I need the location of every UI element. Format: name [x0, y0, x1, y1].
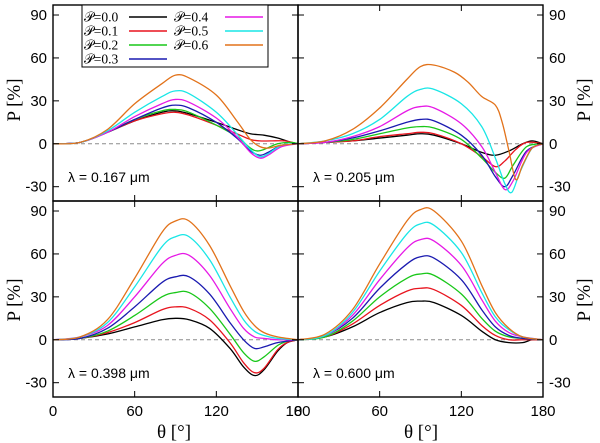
legend-item: 𝒫=0.5 [174, 24, 263, 39]
x-axis-label-left: θ [°] [157, 422, 191, 443]
panel-frame [297, 200, 544, 398]
y-tick-label: -30 [25, 375, 47, 392]
legend-box [81, 4, 269, 68]
y-tick-label: 0 [39, 332, 47, 349]
legend-label: 𝒫=0.3 [84, 52, 118, 67]
x-axis-label-right: θ [°] [404, 422, 438, 443]
y-tick-label: 90 [30, 203, 47, 220]
series-line-𝒫=0.4 [298, 237, 543, 341]
series-line-𝒫=0.2 [298, 272, 543, 341]
series-line-𝒫=0.6 [298, 207, 543, 341]
legend-label: 𝒫=0.5 [174, 24, 208, 39]
y-tick-label: 60 [30, 246, 47, 263]
series-line-𝒫=0.3 [298, 118, 543, 188]
series-line-𝒫=0.2 [53, 290, 298, 363]
y-tick-label: 60 [30, 50, 47, 67]
panel-top-right: -30 0 30 60 90 λ = 0.205 μm [297, 4, 571, 202]
series-group [298, 207, 543, 344]
x-tick-label: 60 [371, 403, 388, 420]
panel-wavelength-label: λ = 0.398 μm [68, 365, 150, 381]
y-tick-label: 90 [549, 7, 566, 24]
series-line-𝒫=0.5 [53, 234, 298, 341]
series-line-𝒫=0.1 [298, 287, 543, 341]
legend-item: 𝒫=0.4 [174, 10, 263, 25]
legend-label: 𝒫=0.6 [174, 38, 208, 53]
y-axis-label-left-bottom: P [%] [4, 278, 25, 321]
legend-item: 𝒫=0.2 [84, 38, 167, 53]
series-line-𝒫=0.0 [53, 317, 298, 377]
x-tick-label: 60 [126, 403, 143, 420]
series-line-𝒫=0.1 [53, 306, 298, 374]
y-tick-label: 90 [30, 7, 47, 24]
series-line-𝒫=0.6 [53, 74, 298, 149]
x-tick-label: 180 [285, 403, 310, 420]
y-tick-label: 30 [549, 93, 566, 110]
y-tick-label: -30 [549, 179, 571, 196]
series-line-𝒫=0.4 [53, 252, 298, 341]
series-line-𝒫=0.3 [53, 274, 298, 350]
series-line-𝒫=0.4 [53, 98, 298, 159]
y-tick-label: 90 [549, 203, 566, 220]
legend-label: 𝒫=0.0 [84, 10, 118, 25]
x-tick-label: 180 [530, 403, 555, 420]
series-line-𝒫=0.1 [298, 131, 543, 168]
y-tick-label: 0 [39, 136, 47, 153]
legend-item: 𝒫=0.6 [174, 38, 263, 53]
y-tick-label: 60 [549, 246, 566, 263]
legend-label: 𝒫=0.1 [84, 24, 118, 39]
y-tick-label: 60 [549, 50, 566, 67]
legend-item: 𝒫=0.3 [84, 52, 167, 67]
y-tick-label: -30 [25, 179, 47, 196]
panel-wavelength-label: λ = 0.167 μm [68, 169, 150, 185]
y-tick-label: 0 [549, 136, 557, 153]
x-tick-label: 0 [294, 403, 302, 420]
series-line-𝒫=0.6 [53, 218, 298, 341]
y-tick-label: 30 [549, 289, 566, 306]
y-axis-label-right-bottom: P [%] [574, 278, 595, 321]
legend-item: 𝒫=0.1 [84, 24, 167, 39]
panel-bottom-right: -30 0 30 60 90 0 60 120 180 λ = 0.600 μm [294, 200, 571, 420]
x-tick-label: 120 [449, 403, 474, 420]
series-line-𝒫=0.0 [298, 300, 543, 344]
series-line-𝒫=0.3 [298, 255, 543, 341]
legend-label: 𝒫=0.2 [84, 38, 118, 53]
y-tick-label: -30 [549, 375, 571, 392]
series-line-𝒫=0.5 [298, 221, 543, 341]
legend-item: 𝒫=0.0 [84, 10, 167, 25]
series-group [53, 218, 298, 377]
y-tick-label: 30 [30, 93, 47, 110]
y-tick-label: 0 [549, 332, 557, 349]
legend: 𝒫=0.0𝒫=0.1𝒫=0.2𝒫=0.3 𝒫=0.4𝒫=0.5𝒫=0.6 [81, 4, 269, 68]
series-line-𝒫=0.6 [298, 63, 543, 181]
y-axis-label-right: P [%] [574, 78, 595, 121]
series-line-𝒫=0.4 [298, 105, 543, 191]
legend-label: 𝒫=0.4 [174, 10, 208, 25]
series-line-𝒫=0.5 [53, 89, 298, 158]
y-axis-label-left: P [%] [4, 78, 25, 121]
series-group [53, 74, 298, 159]
series-group [298, 63, 543, 194]
panel-wavelength-label: λ = 0.205 μm [313, 169, 395, 185]
x-tick-label: 120 [204, 403, 229, 420]
y-tick-label: 30 [30, 289, 47, 306]
panel-wavelength-label: λ = 0.600 μm [313, 365, 395, 381]
series-line-𝒫=0.2 [53, 108, 298, 152]
x-tick-label: 0 [49, 403, 57, 420]
